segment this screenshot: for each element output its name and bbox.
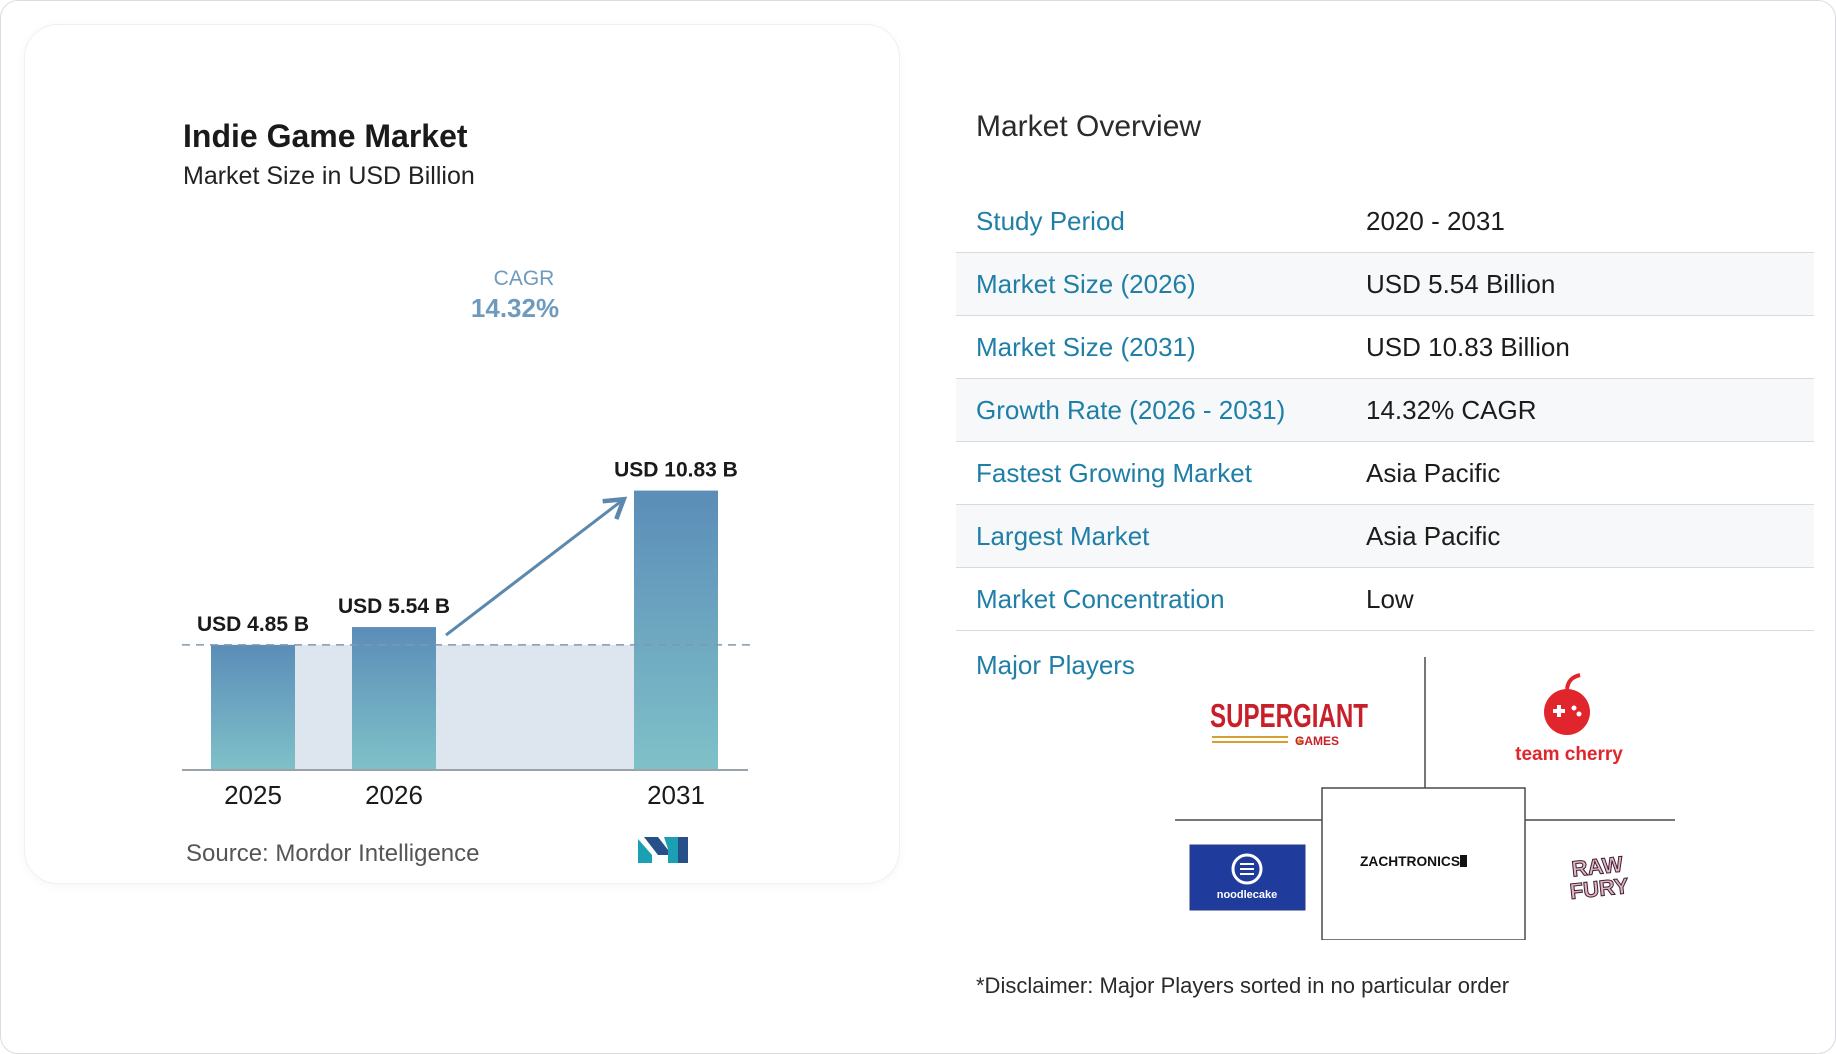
data-label-2026: USD 5.54 B bbox=[338, 595, 450, 618]
zachtronics-logo: ZACHTRONICS bbox=[1360, 853, 1467, 869]
x-tick-2031: 2031 bbox=[647, 780, 705, 810]
disclaimer: *Disclaimer: Major Players sorted in no … bbox=[976, 973, 1510, 998]
overview-row-label: Market Size (2031) bbox=[976, 332, 1196, 362]
overview-row-label: Market Size (2026) bbox=[976, 269, 1196, 299]
chart-subtitle: Market Size in USD Billion bbox=[183, 162, 475, 190]
source-line: Source: Mordor Intelligence bbox=[186, 840, 480, 868]
overview-row: Largest Market Asia Pacific bbox=[956, 505, 1814, 568]
overview-row: Study Period 2020 - 2031 bbox=[956, 190, 1814, 253]
overview-row-value: 2020 - 2031 bbox=[1366, 206, 1505, 236]
overview-row-label: Fastest Growing Market bbox=[976, 458, 1252, 488]
supergiant-logo-subtext: GAMES bbox=[1295, 734, 1339, 748]
overview-table: Study Period 2020 - 2031 Market Size (20… bbox=[956, 190, 1814, 631]
major-players-grid: SUPERGIANT ★ GAMES team cherry noodlecak… bbox=[1175, 657, 1675, 940]
noodlecake-logo-text: noodlecake bbox=[1217, 889, 1278, 901]
cagr-label: CAGR bbox=[494, 267, 555, 290]
overview-title: Market Overview bbox=[976, 110, 1202, 143]
raw-fury-logo-line1: RAW bbox=[1570, 851, 1624, 881]
supergiant-logo-text: SUPERGIANT bbox=[1210, 697, 1368, 734]
team-cherry-logo-text: team cherry bbox=[1515, 744, 1623, 765]
overview-row-value: USD 10.83 Billion bbox=[1366, 332, 1570, 362]
overview-row: Market Size (2026) USD 5.54 Billion bbox=[956, 253, 1814, 316]
supergiant-games-logo: SUPERGIANT ★ GAMES bbox=[1210, 697, 1368, 748]
overview-row-value: Asia Pacific bbox=[1366, 458, 1501, 488]
source-label: Source: bbox=[186, 840, 269, 867]
overview-row-value: 14.32% CAGR bbox=[1366, 395, 1537, 425]
raw-fury-logo: RAW FURY bbox=[1568, 851, 1631, 905]
chart-title: Indie Game Market bbox=[183, 118, 468, 154]
overview-row-value: Asia Pacific bbox=[1366, 521, 1501, 551]
major-players-label: Major Players bbox=[976, 650, 1135, 680]
overview-row-label: Growth Rate (2026 - 2031) bbox=[976, 395, 1286, 425]
overview-row-label: Market Concentration bbox=[976, 584, 1225, 614]
x-tick-2025: 2025 bbox=[224, 780, 282, 810]
bar-2026 bbox=[352, 627, 436, 770]
noodlecake-logo: noodlecake bbox=[1189, 844, 1306, 911]
overview-row: Market Concentration Low bbox=[956, 568, 1814, 631]
x-tick-2026: 2026 bbox=[365, 780, 423, 810]
overview-row-label: Largest Market bbox=[976, 521, 1150, 551]
svg-text:★: ★ bbox=[1295, 736, 1305, 748]
bar-2025 bbox=[211, 644, 295, 770]
overview-row-label: Study Period bbox=[976, 206, 1125, 236]
zachtronics-logo-text: ZACHTRONICS bbox=[1360, 853, 1460, 869]
overview-row: Growth Rate (2026 - 2031) 14.32% CAGR bbox=[956, 379, 1814, 442]
overview-row-value: Low bbox=[1366, 584, 1414, 614]
data-label-2031: USD 10.83 B bbox=[614, 459, 738, 482]
overview-row: Fastest Growing Market Asia Pacific bbox=[956, 442, 1814, 505]
cagr-value: 14.32% bbox=[471, 293, 559, 323]
bar-chart: CAGR 14.32% USD 4.85 B 2025 USD 5.54 B 2026… bbox=[182, 267, 752, 810]
bar-2031 bbox=[634, 490, 718, 770]
overview-row-value: USD 5.54 Billion bbox=[1366, 269, 1556, 299]
mordor-logo-icon bbox=[638, 837, 688, 863]
cagr-arrow bbox=[445, 496, 628, 637]
raw-fury-logo-line2: FURY bbox=[1569, 873, 1631, 904]
overview-row: Market Size (2031) USD 10.83 Billion bbox=[956, 316, 1814, 379]
data-label-2025: USD 4.85 B bbox=[197, 613, 309, 636]
source-name: Mordor Intelligence bbox=[275, 840, 480, 867]
team-cherry-logo: team cherry bbox=[1515, 673, 1623, 765]
